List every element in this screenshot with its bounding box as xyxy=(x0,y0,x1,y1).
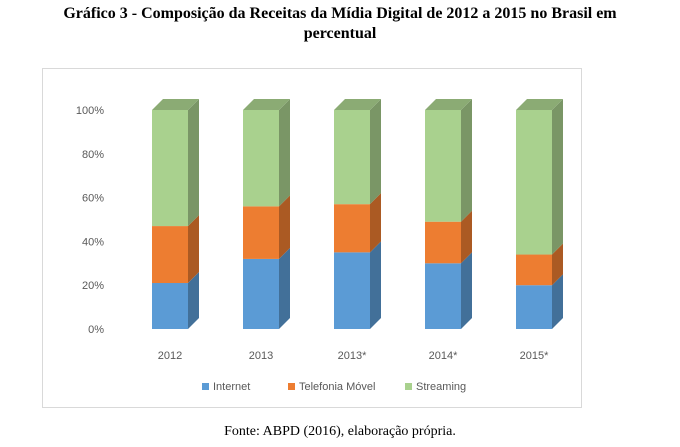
bar-side xyxy=(279,247,290,329)
bar-column xyxy=(516,99,563,329)
legend-label: Internet xyxy=(213,381,250,393)
bar-front xyxy=(152,110,188,227)
bar-column xyxy=(152,99,199,329)
legend-swatch xyxy=(288,383,295,390)
x-axis: 2012 2013 2013* 2014* 2015* xyxy=(158,350,549,362)
bar-front xyxy=(516,254,552,286)
bar-side xyxy=(279,99,290,207)
bar-segment xyxy=(516,243,563,286)
bar-front xyxy=(243,258,279,329)
bar-segment xyxy=(334,241,381,329)
legend-item: Internet xyxy=(202,381,250,393)
bar-segment xyxy=(152,99,199,227)
bar-segment xyxy=(516,274,563,329)
x-tick-label: 2014* xyxy=(429,350,458,362)
bar-front xyxy=(334,110,370,205)
bar-side xyxy=(461,252,472,329)
legend-item: Telefonia Móvel xyxy=(288,381,375,393)
bar-segment xyxy=(243,247,290,329)
bar-top xyxy=(152,99,199,110)
bar-segment xyxy=(152,272,199,329)
y-tick-label: 100% xyxy=(76,105,104,117)
bar-segment xyxy=(334,193,381,253)
bar-top xyxy=(243,99,290,110)
bar-side xyxy=(370,193,381,253)
x-tick-label: 2012 xyxy=(158,350,182,362)
stacked-bar-chart: 0%20%40%60%80%100% 2012 2013 2013* 2014* 201… xyxy=(76,99,563,393)
x-tick-label: 2013* xyxy=(338,350,367,362)
bar-top xyxy=(516,99,563,110)
legend-swatch xyxy=(405,383,412,390)
bar-column xyxy=(334,99,381,329)
chart-title: Gráfico 3 - Composição da Receitas da Mí… xyxy=(0,4,680,44)
bar-front xyxy=(152,283,188,329)
y-tick-label: 60% xyxy=(82,193,104,205)
y-axis: 0% 20% 40% 60% 80% 100% xyxy=(76,105,104,336)
bar-front xyxy=(516,285,552,329)
bar-segment xyxy=(516,99,563,255)
legend-swatch xyxy=(202,383,209,390)
bar-front xyxy=(243,110,279,207)
legend: Internet Telefonia Móvel Streaming xyxy=(202,381,466,393)
chart-frame xyxy=(42,68,582,408)
bar-front xyxy=(243,206,279,259)
bar-segment xyxy=(152,215,199,284)
bar-front xyxy=(516,110,552,255)
chart-title-line-1: Gráfico 3 - Composição da Receitas da Mí… xyxy=(63,5,617,22)
bar-side xyxy=(552,99,563,255)
bar-column xyxy=(243,99,290,329)
legend-label: Streaming xyxy=(416,381,466,393)
y-tick-label: 80% xyxy=(82,149,104,161)
bar-segment xyxy=(425,99,472,222)
y-tick-label: 20% xyxy=(82,280,104,292)
legend-label: Telefonia Móvel xyxy=(299,381,375,393)
y-tick-label: 0% xyxy=(88,324,104,336)
bar-segment xyxy=(425,252,472,329)
chart-source-note: Fonte: ABPD (2016), elaboração própria. xyxy=(224,424,456,439)
bar-top xyxy=(425,99,472,110)
bar-segment xyxy=(243,99,290,207)
y-tick-label: 40% xyxy=(82,236,104,248)
bar-front xyxy=(334,204,370,253)
bar-column xyxy=(425,99,472,329)
bar-segment xyxy=(334,99,381,205)
bar-side xyxy=(188,215,199,284)
bar-side xyxy=(552,243,563,286)
bar-side xyxy=(461,99,472,222)
chart-title-line-2: percentual xyxy=(303,25,377,42)
bar-front xyxy=(425,263,461,329)
x-tick-label: 2015* xyxy=(520,350,549,362)
bar-front xyxy=(152,226,188,284)
bar-side xyxy=(188,99,199,227)
bar-side xyxy=(370,99,381,205)
bar-front xyxy=(425,221,461,264)
bar-front xyxy=(334,252,370,329)
bar-side xyxy=(552,274,563,329)
bar-top xyxy=(334,99,381,110)
bar-side xyxy=(279,195,290,259)
legend-item: Streaming xyxy=(405,381,466,393)
bar-front xyxy=(425,110,461,222)
x-tick-label: 2013 xyxy=(249,350,273,362)
bar-side xyxy=(188,272,199,329)
bar-side xyxy=(370,241,381,329)
bar-segment xyxy=(425,210,472,264)
bars-group xyxy=(152,99,563,329)
bar-side xyxy=(461,210,472,264)
bar-segment xyxy=(243,195,290,259)
